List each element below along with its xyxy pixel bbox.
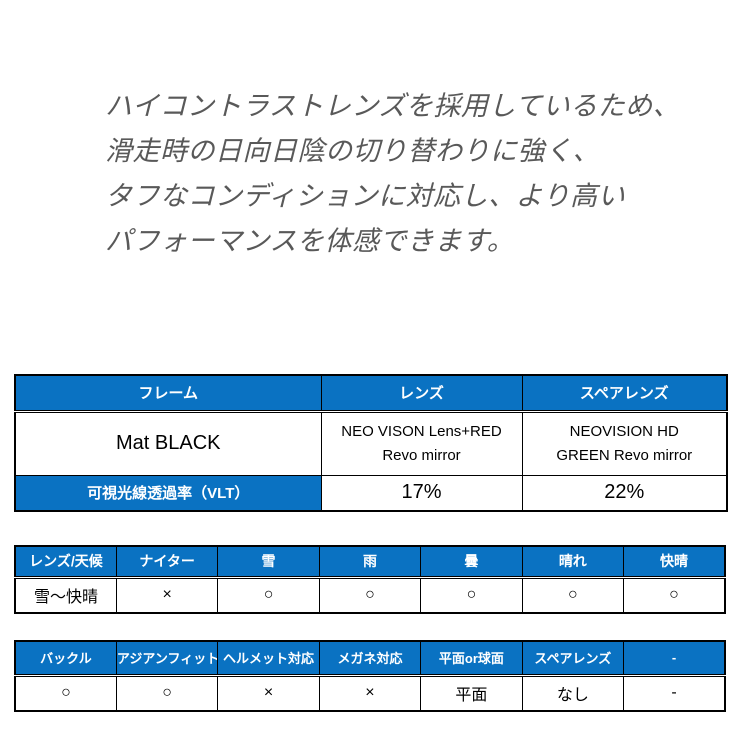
weather-range-value: 雪～快晴 [14, 576, 117, 614]
feature-blank-value: - [623, 674, 726, 712]
spec-table: フレーム レンズ スペアレンズ Mat BLACK NEO VISON Lens… [14, 374, 728, 512]
feature-header-buckle: バックル [14, 640, 117, 677]
feature-table: バックル アジアンフィット ヘルメット対応 メガネ対応 平面or球面 スペアレン… [14, 640, 726, 712]
feature-table-value-row: ○ ○ × × 平面 なし - [14, 674, 726, 712]
feature-header-blank: - [623, 640, 726, 677]
weather-cloudy-mark: ○ [420, 576, 523, 614]
weather-table-header-row: レンズ/天候 ナイター 雪 雨 曇 晴れ 快晴 [14, 545, 726, 579]
spec-table-header-row: フレーム レンズ スペアレンズ [14, 374, 728, 413]
weather-header-lens-weather: レンズ/天候 [14, 545, 117, 579]
weather-night-mark: × [115, 576, 219, 614]
description-line: パフォーマンスを体感できます。 [105, 226, 515, 256]
feature-header-asian-fit: アジアンフィット [115, 640, 219, 677]
spec-header-spare-lens: スペアレンズ [521, 374, 728, 413]
spec-lens-value: NEO VISON Lens+RED Revo mirror [320, 410, 523, 476]
weather-header-clear: 快晴 [623, 545, 726, 579]
spec-spare-lens-value: NEOVISION HD GREEN Revo mirror [521, 410, 728, 476]
feature-flat-value: 平面 [420, 674, 523, 712]
vlt-spare-lens-value: 22% [521, 474, 728, 512]
feature-header-flat-or-spherical: 平面or球面 [420, 640, 523, 677]
description-line: ハイコントラストレンズを採用しているため、 [105, 91, 681, 121]
spec-header-frame: フレーム [14, 374, 322, 413]
weather-header-night: ナイター [115, 545, 219, 579]
vlt-lens-value: 17% [320, 474, 523, 512]
feature-helmet-mark: × [217, 674, 320, 712]
spec-header-lens: レンズ [320, 374, 523, 413]
description-line: タフなコンディションに対応し、より高い [105, 181, 626, 211]
feature-table-header-row: バックル アジアンフィット ヘルメット対応 メガネ対応 平面or球面 スペアレン… [14, 640, 726, 677]
spec-lens-value-line1: NEO VISON Lens+RED [341, 422, 502, 440]
weather-table-value-row: 雪～快晴 × ○ ○ ○ ○ ○ [14, 576, 726, 614]
weather-suitability-table: レンズ/天候 ナイター 雪 雨 曇 晴れ 快晴 雪～快晴 × ○ ○ ○ ○ ○ [14, 545, 726, 614]
feature-spare-lens-value: なし [521, 674, 625, 712]
spec-spare-lens-value-line2: GREEN Revo mirror [556, 446, 693, 464]
weather-header-cloudy: 曇 [420, 545, 523, 579]
weather-snow-mark: ○ [217, 576, 320, 614]
feature-glasses-mark: × [318, 674, 422, 712]
weather-header-sunny: 晴れ [521, 545, 625, 579]
weather-rain-mark: ○ [318, 576, 422, 614]
product-description-text: ハイコントラストレンズを採用しているため、 滑走時の日向日陰の切り替わりに強く、… [105, 84, 705, 264]
weather-header-snow: 雪 [217, 545, 320, 579]
weather-clear-mark: ○ [623, 576, 726, 614]
feature-buckle-mark: ○ [14, 674, 117, 712]
feature-header-helmet: ヘルメット対応 [217, 640, 320, 677]
weather-header-rain: 雨 [318, 545, 422, 579]
feature-asian-fit-mark: ○ [115, 674, 219, 712]
feature-header-glasses: メガネ対応 [318, 640, 422, 677]
feature-header-spare-lens: スペアレンズ [521, 640, 625, 677]
description-line: 滑走時の日向日陰の切り替わりに強く、 [105, 136, 600, 166]
vlt-label: 可視光線透過率（VLT） [14, 474, 322, 512]
spec-table-value-row: Mat BLACK NEO VISON Lens+RED Revo mirror… [14, 410, 728, 476]
weather-sunny-mark: ○ [521, 576, 625, 614]
spec-lens-value-line2: Revo mirror [382, 446, 461, 464]
spec-frame-value: Mat BLACK [14, 410, 322, 476]
spec-table-vlt-row: 可視光線透過率（VLT） 17% 22% [14, 474, 728, 512]
spec-spare-lens-value-line1: NEOVISION HD [569, 422, 679, 440]
